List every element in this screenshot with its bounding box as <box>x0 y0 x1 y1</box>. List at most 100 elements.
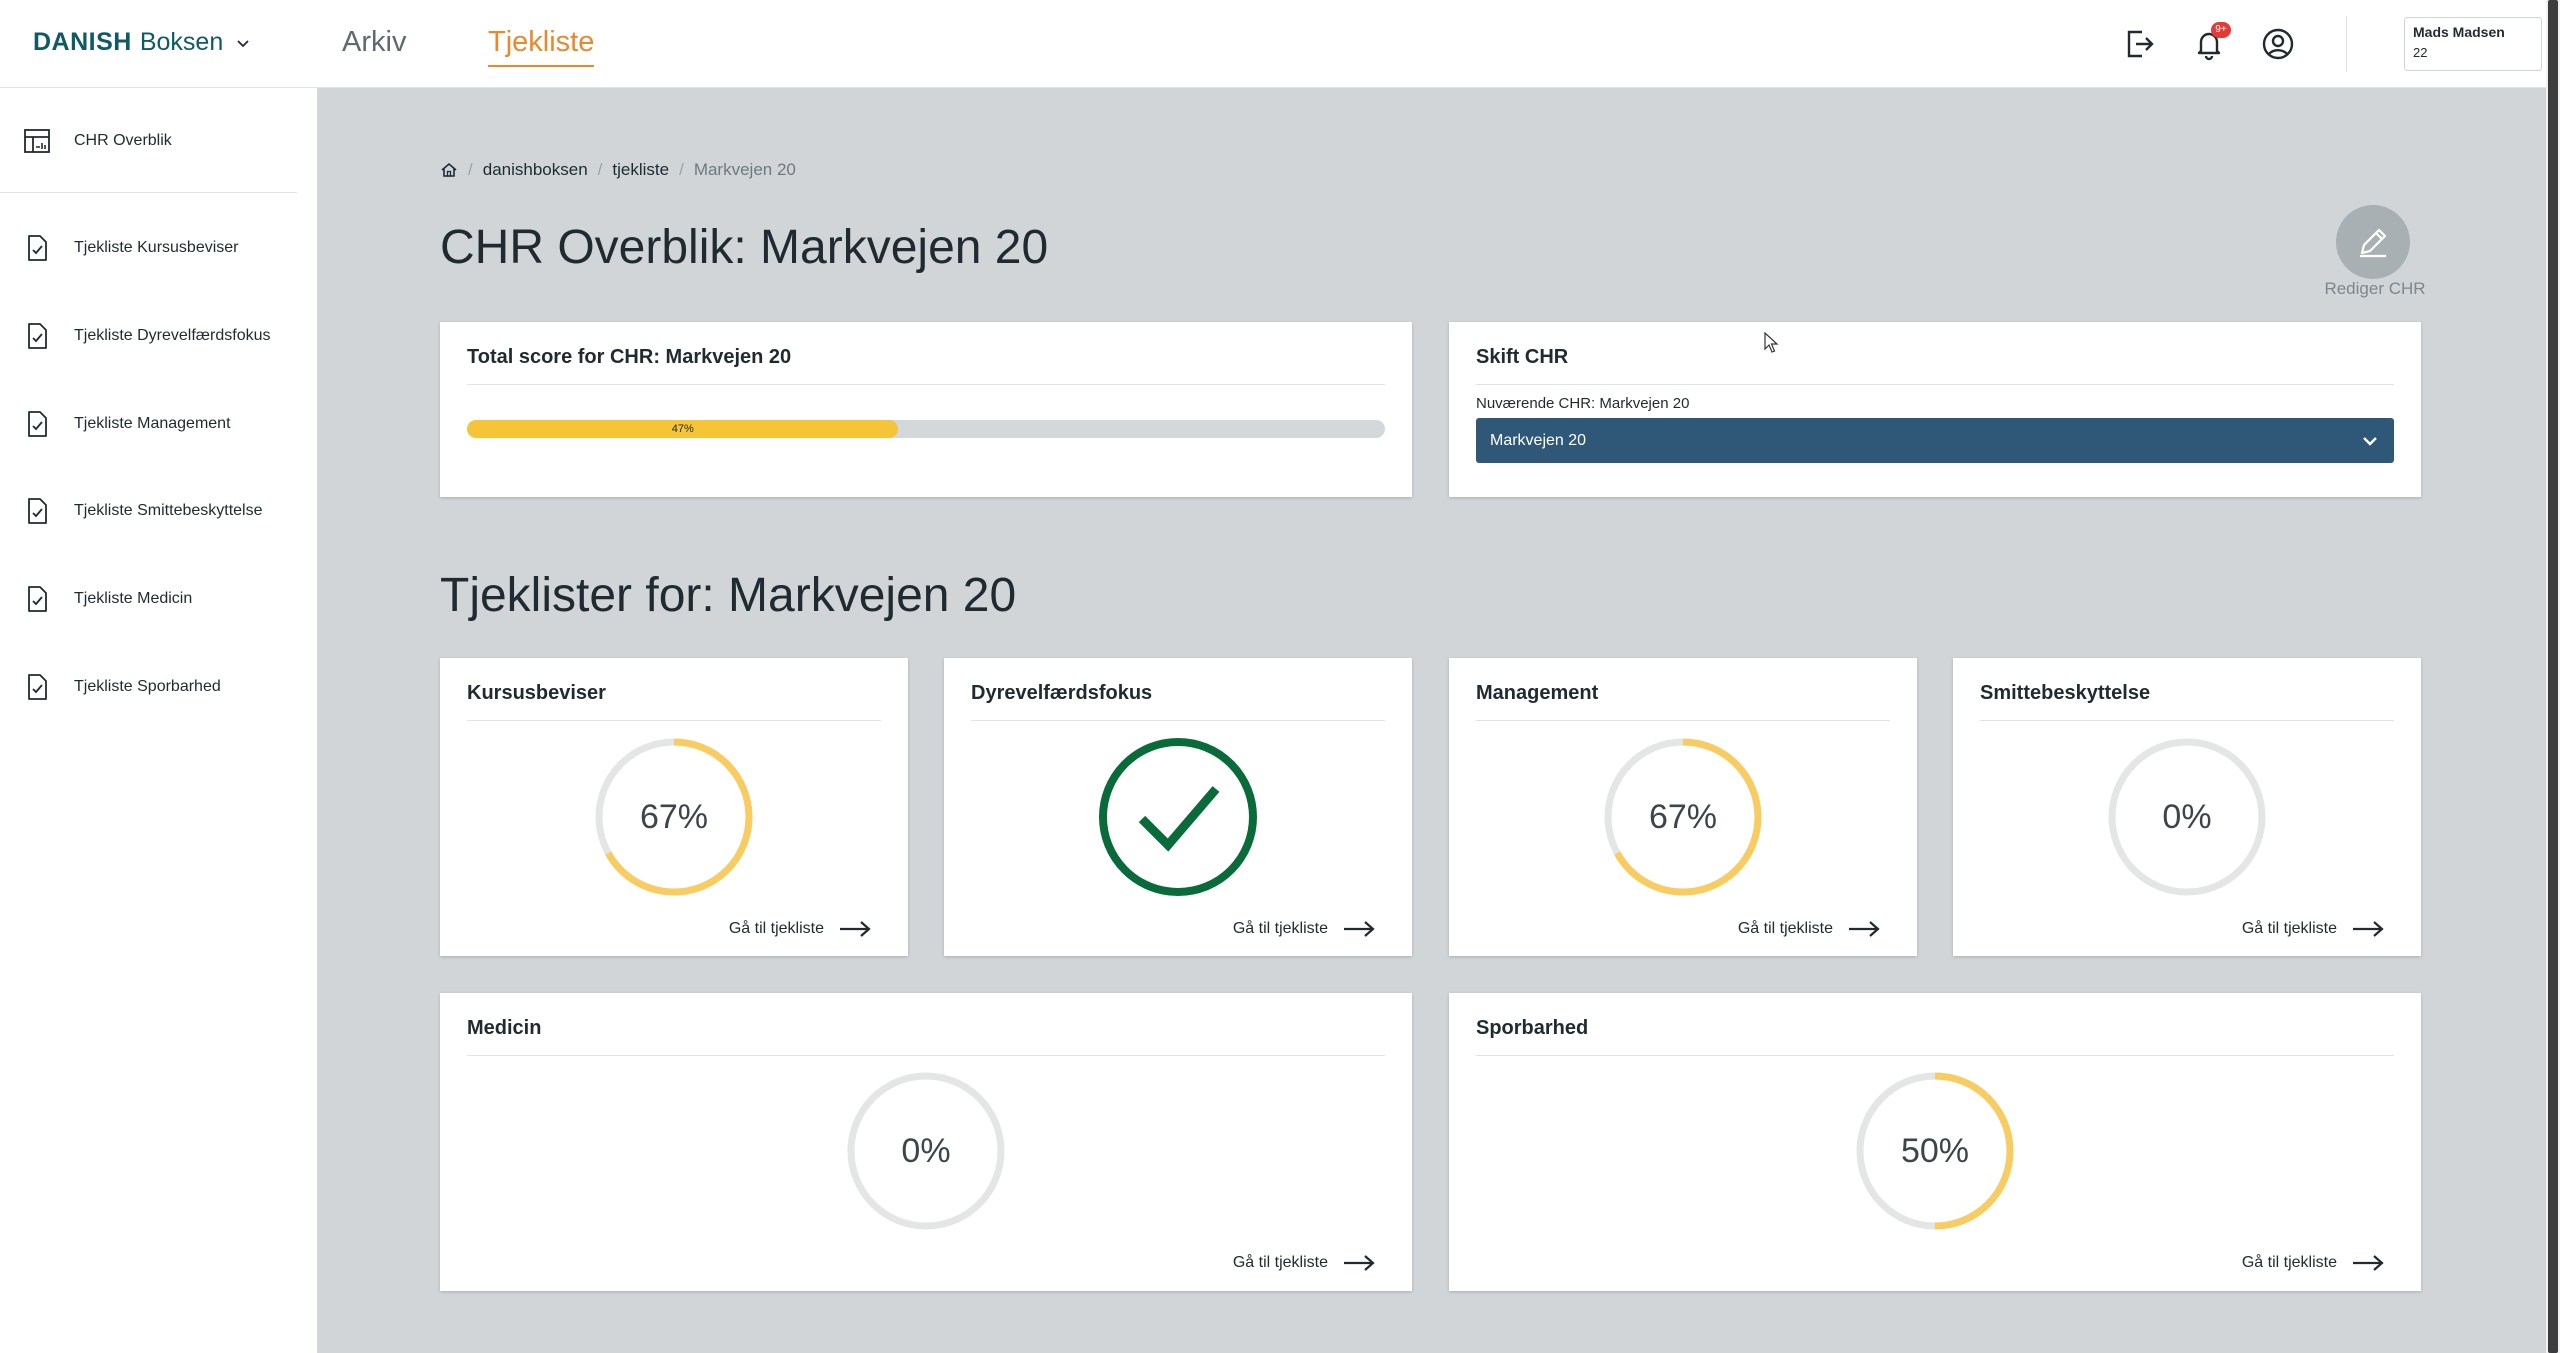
mouse-cursor-icon <box>1764 332 1779 353</box>
breadcrumb: / danishboksen / tjekliste / Markvejen 2… <box>440 160 796 180</box>
breadcrumb-link-tjekliste[interactable]: tjekliste <box>612 160 670 179</box>
user-selector[interactable]: Mads Madsen 22 <box>2404 17 2542 71</box>
go-to-checklist-link[interactable]: Gå til tjekliste <box>1233 919 1376 939</box>
document-check-icon <box>28 674 47 700</box>
card-divider <box>1476 384 2394 385</box>
chevron-down-icon <box>237 39 249 47</box>
checklist-title: Medicin <box>467 1017 542 1039</box>
card-divider <box>1476 720 1890 721</box>
sidebar-item-management[interactable]: Tjekliste Management <box>22 409 231 439</box>
gauge-track <box>847 1072 1005 1230</box>
chevron-down-icon <box>2363 436 2377 446</box>
checklist-card-dyrevelfaerdsfokus: Dyrevelfærdsfokus Gå til tjekliste <box>944 658 1412 956</box>
arrow-right-icon <box>1344 921 1375 937</box>
scrollbar-thumb[interactable] <box>2548 0 2558 1353</box>
card-divider <box>1980 720 2394 721</box>
brand-switcher[interactable]: DANISH Boksen <box>33 28 251 57</box>
edit-chr-label[interactable]: Rediger CHR <box>2324 279 2426 298</box>
document-check-icon <box>28 411 47 437</box>
document-check-icon <box>28 498 47 524</box>
arrow-right-icon <box>1344 1255 1375 1271</box>
user-sub: 22 <box>2413 45 2428 60</box>
breadcrumb-separator: / <box>679 160 684 179</box>
complete-check-badge <box>1098 737 1258 897</box>
logout-icon[interactable] <box>2119 24 2159 64</box>
chr-select[interactable]: Markvejen 20 <box>1476 418 2394 463</box>
go-to-checklist-link[interactable]: Gå til tjekliste <box>1233 1253 1376 1273</box>
arrow-right-icon <box>2353 921 2384 937</box>
arrow-right-icon <box>1849 921 1880 937</box>
chr-select-value: Markvejen 20 <box>1490 431 1587 449</box>
checklist-title: Kursusbeviser <box>467 682 606 704</box>
card-divider <box>971 720 1385 721</box>
go-to-checklist-link[interactable]: Gå til tjekliste <box>729 919 872 939</box>
sidebar-item-chr-overblik[interactable]: CHR Overblik <box>22 126 172 156</box>
go-to-checklist-label: Gå til tjekliste <box>1232 1254 1328 1271</box>
checklist-card-smittebeskyttelse: Smittebeskyttelse 0% Gå til tjekliste <box>1953 658 2421 956</box>
sidebar-item-medicin[interactable]: Tjekliste Medicin <box>22 584 192 614</box>
skift-chr-card: Skift CHR Nuværende CHR: Markvejen 20 Ma… <box>1449 322 2421 497</box>
table-chart-icon <box>24 129 50 153</box>
arrow-right-icon <box>2353 1255 2384 1271</box>
gauge-label: 50% <box>1900 1131 1970 1170</box>
sidebar-item-label: CHR Overblik <box>74 132 172 149</box>
account-icon[interactable] <box>2258 24 2298 64</box>
total-score-card: Total score for CHR: Markvejen 20 47% <box>440 322 1412 497</box>
gauge-ring <box>2108 738 2266 896</box>
breadcrumb-separator: / <box>468 160 473 179</box>
go-to-checklist-label: Gå til tjekliste <box>1232 920 1328 937</box>
brand-bold: DANISH <box>33 28 132 56</box>
breadcrumb-link-danishboksen[interactable]: danishboksen <box>482 160 588 179</box>
document-check-icon <box>28 235 47 261</box>
sidebar-item-smittebeskyttelse[interactable]: Tjekliste Smittebeskyttelse <box>22 496 263 526</box>
card-divider <box>467 1055 1385 1056</box>
progress-gauge: 50% <box>1855 1071 2015 1231</box>
checklist-card-sporbarhed: Sporbarhed 50% Gå til tjekliste <box>1449 993 2421 1291</box>
gauge-label: 0% <box>901 1131 951 1170</box>
gauge-ring <box>1604 738 1762 896</box>
page-title: CHR Overblik: Markvejen 20 <box>440 221 1049 274</box>
sidebar-item-label: Tjekliste Smittebeskyttelse <box>74 502 263 519</box>
sidebar-item-kursusbeviser[interactable]: Tjekliste Kursusbeviser <box>22 233 239 263</box>
checklist-card-medicin: Medicin 0% Gå til tjekliste <box>440 993 1412 1291</box>
progress-gauge: 67% <box>594 737 754 897</box>
card-divider <box>467 720 881 721</box>
gauge-label: 67% <box>1648 797 1718 836</box>
sidebar-item-dyrevelfaerdsfokus[interactable]: Tjekliste Dyrevelfærdsfokus <box>22 321 271 351</box>
progress-gauge: 0% <box>846 1071 1006 1231</box>
go-to-checklist-link[interactable]: Gå til tjekliste <box>1738 919 1881 939</box>
sidebar-item-label: Tjekliste Sporbarhed <box>74 678 221 695</box>
go-to-checklist-link[interactable]: Gå til tjekliste <box>2242 1253 2385 1273</box>
total-score-progress: 47% <box>467 420 1385 438</box>
checklist-title: Sporbarhed <box>1476 1017 1589 1039</box>
checklist-card-kursusbeviser: Kursusbeviser 67% Gå til tjekliste <box>440 658 908 956</box>
notifications-bell-icon[interactable]: 9+ <box>2189 22 2231 64</box>
card-divider <box>467 384 1385 385</box>
top-bar: DANISH Boksen Arkiv Tjekliste 9+ Mads Mad… <box>0 0 2560 88</box>
check-circle-icon <box>1099 738 1257 896</box>
go-to-checklist-link[interactable]: Gå til tjekliste <box>2242 919 2385 939</box>
checklist-title: Management <box>1476 682 1599 704</box>
gauge-fill <box>595 738 753 896</box>
nav-arkiv[interactable]: Arkiv <box>342 26 407 58</box>
home-icon[interactable] <box>440 161 458 179</box>
sidebar-item-sporbarhed[interactable]: Tjekliste Sporbarhed <box>22 672 221 702</box>
current-chr-label: Nuværende CHR: Markvejen 20 <box>1476 395 1690 412</box>
sidebar: CHR Overblik Tjekliste Kursusbeviser Tje… <box>0 88 317 1353</box>
gauge-fill <box>1604 738 1762 896</box>
go-to-checklist-label: Gå til tjekliste <box>2241 1254 2337 1271</box>
total-score-label: 47% <box>671 423 694 435</box>
sidebar-item-label: Tjekliste Kursusbeviser <box>74 239 239 256</box>
progress-gauge: 67% <box>1603 737 1763 897</box>
checklist-card-management: Management 67% Gå til tjekliste <box>1449 658 1917 956</box>
gauge-ring <box>595 738 753 896</box>
sidebar-divider <box>0 192 297 193</box>
edit-chr-button[interactable] <box>2336 205 2410 279</box>
document-check-icon <box>28 323 47 349</box>
gauge-label: 67% <box>639 797 709 836</box>
progress-gauge: 0% <box>2107 737 2267 897</box>
gauge-fill <box>1856 1072 2014 1230</box>
nav-tjekliste[interactable]: Tjekliste <box>488 26 595 67</box>
gauge-label: 0% <box>2162 797 2212 836</box>
gauge-ring <box>847 1072 1005 1230</box>
